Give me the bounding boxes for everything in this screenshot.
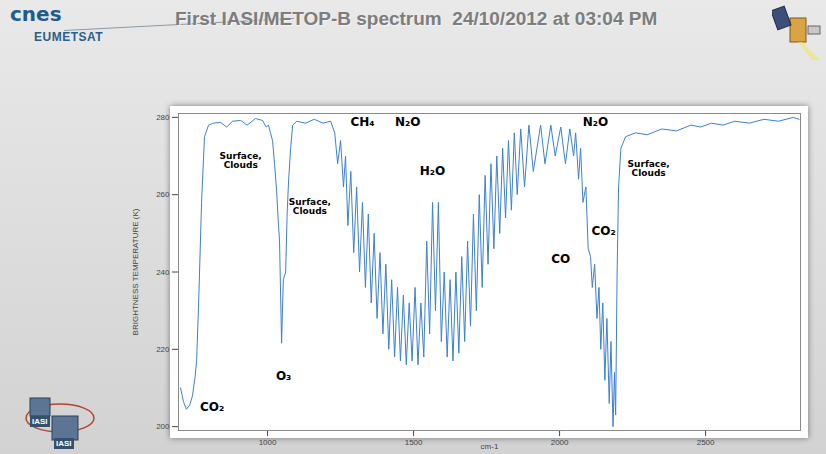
svg-text:CO₂: CO₂ [200, 400, 224, 414]
svg-text:O₃: O₃ [276, 369, 291, 383]
svg-text:N₂O: N₂O [583, 115, 609, 129]
svg-text:200: 200 [156, 422, 170, 431]
svg-text:2500: 2500 [697, 438, 715, 447]
svg-text:Surface,Clouds: Surface,Clouds [628, 159, 670, 178]
svg-text:cm-1: cm-1 [481, 442, 499, 451]
svg-text:CO: CO [551, 252, 570, 266]
svg-text:CO₂: CO₂ [592, 224, 616, 238]
svg-text:N₂O: N₂O [395, 115, 421, 129]
svg-text:220: 220 [156, 345, 170, 354]
svg-text:CH₄: CH₄ [350, 115, 374, 129]
html-text:cnes: cnes [10, 2, 62, 26]
html-text:IASI: IASI [56, 439, 72, 448]
svg-text:240: 240 [156, 268, 170, 277]
svg-text:1000: 1000 [259, 438, 277, 447]
svg-text:2000: 2000 [551, 438, 569, 447]
html-text:IASI: IASI [32, 417, 48, 426]
html-text:EUMETSAT: EUMETSAT [34, 30, 104, 44]
svg-text:1500: 1500 [405, 438, 423, 447]
svg-text:280: 280 [156, 113, 170, 122]
svg-text:Surface,Clouds: Surface,Clouds [220, 151, 262, 170]
html-text:First IASI/METOP-B spectrum 24: First IASI/METOP-B spectrum 24/10/2012 a… [175, 8, 658, 29]
svg-text:Surface,Clouds: Surface,Clouds [289, 197, 331, 216]
svg-text:260: 260 [156, 190, 170, 199]
svg-text:H₂O: H₂O [420, 164, 446, 178]
svg-text:BRIGHTNESS TEMPERATURE (K): BRIGHTNESS TEMPERATURE (K) [131, 208, 140, 335]
